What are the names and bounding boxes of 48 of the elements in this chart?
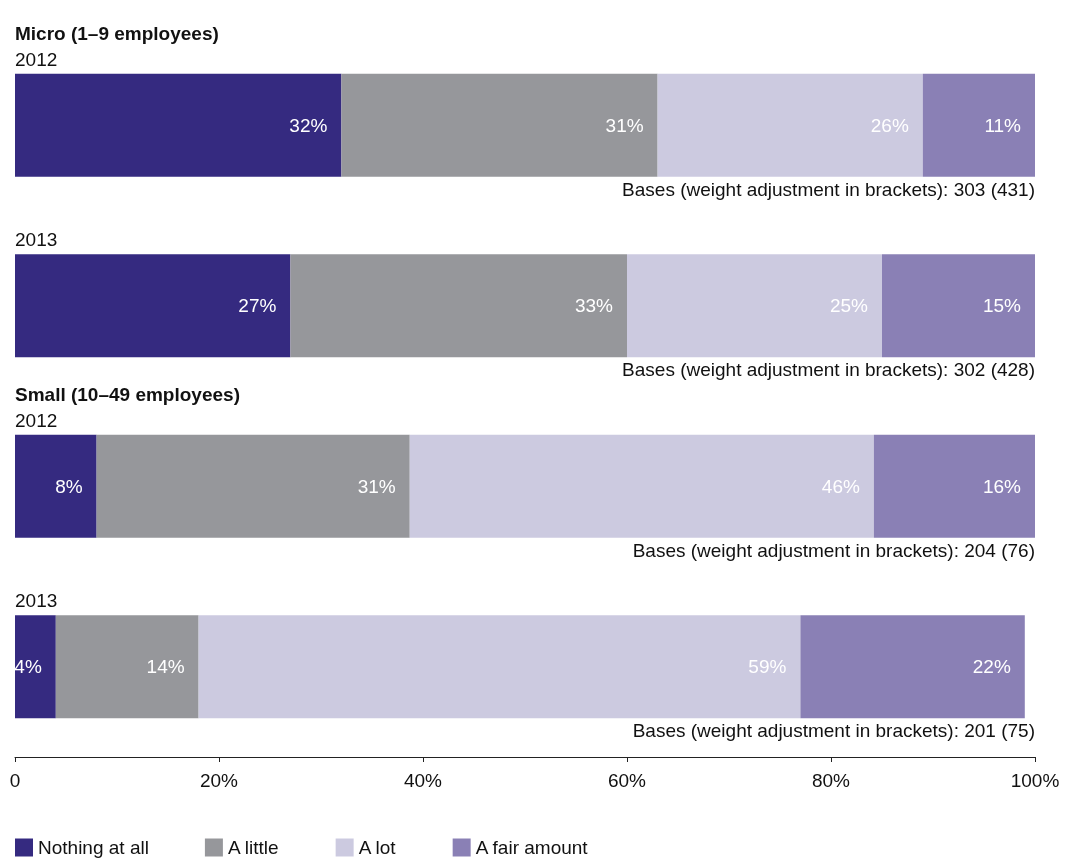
annotation: Bases (weight adjustment in brackets): 204 (76)	[632, 539, 1035, 561]
bar	[800, 615, 1025, 719]
bar	[627, 254, 882, 358]
x-tick-label: 60%	[607, 770, 647, 791]
data-label: 11%	[984, 114, 1022, 136]
data-label: 27%	[238, 295, 277, 317]
y-tick-label: 2013	[15, 590, 58, 612]
annotation: Bases (weight adjustment in brackets): 303 (431)	[622, 178, 1036, 200]
legend-label: A lot	[358, 837, 397, 858]
y-tick-label: 2012	[15, 409, 58, 431]
x-tick-label: 20%	[199, 770, 239, 791]
x-tick-label: 100%	[1010, 770, 1060, 791]
data-label: 31%	[605, 114, 644, 136]
data-label: 22%	[972, 656, 1011, 678]
text: Bases (weight adjustment in brackets): 201 (75)	[632, 720, 1035, 742]
bar	[657, 73, 923, 177]
annotation: Micro (1–9 employees)	[15, 22, 219, 44]
legend-label: A little	[227, 837, 279, 858]
bar	[15, 615, 56, 719]
legend-label: Nothing at all	[38, 837, 149, 858]
data-label: 33%	[574, 295, 614, 317]
bar	[922, 73, 1035, 177]
data-label: 14%	[146, 656, 185, 678]
data-label: 4%	[14, 656, 42, 678]
data-label: 32%	[289, 114, 328, 136]
bar	[882, 254, 1035, 358]
bar	[15, 434, 97, 538]
x-tick-label: 80%	[811, 770, 851, 791]
bar	[290, 254, 627, 358]
bar	[96, 434, 410, 538]
data-label: 8%	[55, 475, 83, 497]
x-tick-label: 0	[9, 770, 21, 791]
bar	[15, 254, 291, 358]
data-label: 15%	[982, 295, 1022, 317]
bar	[55, 615, 199, 719]
y-tick-label: 2012	[15, 48, 58, 70]
annotation: Bases (weight adjustment in brackets): 302 (428)	[622, 359, 1036, 381]
data-label: 31%	[357, 475, 396, 497]
bar	[409, 434, 874, 538]
bar	[873, 434, 1035, 538]
bar	[15, 73, 342, 177]
y-tick-label: 2013	[15, 229, 58, 251]
bar	[341, 73, 658, 177]
bar	[198, 615, 801, 719]
legend-label: A fair amount	[475, 837, 589, 858]
data-label: 16%	[982, 475, 1022, 497]
x-tick-label: 40%	[403, 770, 443, 791]
annotation: Small (10–49 employees)	[15, 383, 240, 405]
